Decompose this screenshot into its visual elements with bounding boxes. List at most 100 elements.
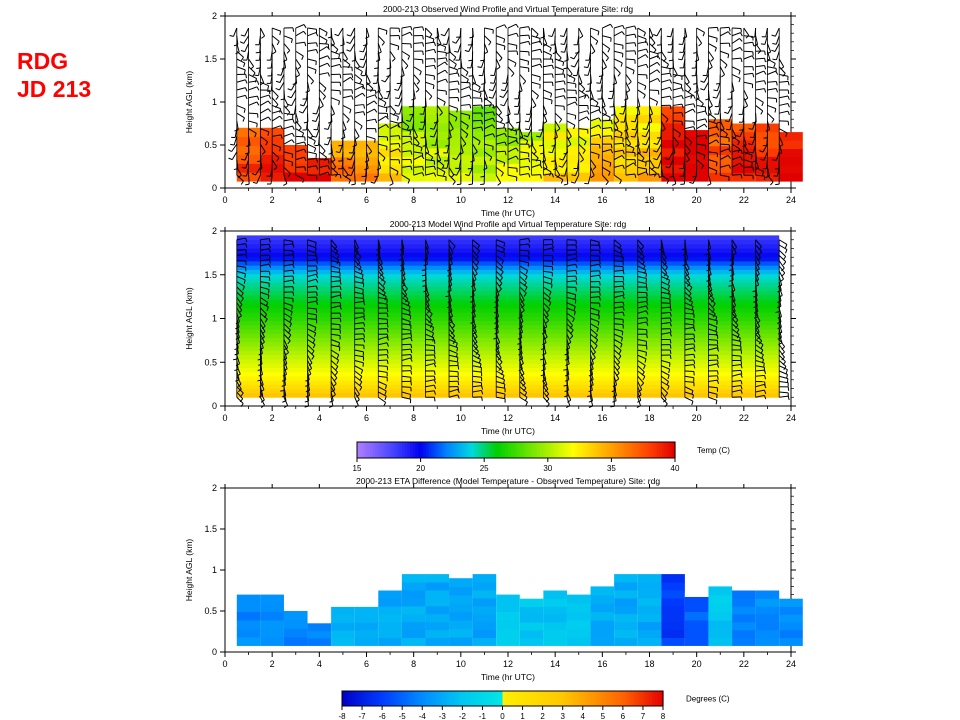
wind-barb [519,66,529,69]
observed-temp-cell [779,164,803,174]
wind-barb-flag [336,254,340,259]
wind-barb-flag [631,120,636,123]
wind-barb-flag [284,347,288,351]
wind-barb [755,166,764,172]
wind-barb [555,95,565,99]
wind-barb [319,43,329,45]
wind-barb-flag [234,129,239,132]
model-temp-band [236,375,780,381]
x-tick-label-observed: 2 [270,195,275,205]
wind-barb-flag [760,349,764,354]
wind-barb [731,318,739,326]
wind-barb [483,43,489,53]
wind-barb-flag [615,378,620,382]
wind-barb-flag [575,270,578,275]
wind-barb [684,347,694,351]
difference-cell [732,637,756,646]
wind-barb-flag [787,103,790,108]
wind-barb-flag [744,151,749,155]
wind-barb-flag [375,128,377,133]
x-tick-label-observed: 6 [364,195,369,205]
wind-barb [496,381,505,385]
wind-barb-flag [708,289,713,293]
wind-barb-flag [492,106,497,108]
wind-barb-flag [492,124,496,129]
colorbar-swatch [651,442,655,458]
wind-barb [696,35,703,44]
wind-barb [248,74,257,80]
wind-barb [543,89,552,94]
wind-barb-flag [740,389,743,394]
wind-barb [543,286,552,293]
wind-barb [283,254,293,256]
wind-barb [519,281,528,288]
wind-barb [743,27,750,36]
colorbar-swatch [561,691,565,706]
colorbar-tick-label: 0 [500,712,505,720]
difference-cell [472,574,497,583]
wind-barb-flag [787,386,790,391]
wind-barb [755,344,764,351]
wind-barb [649,69,658,75]
wind-barb-flag [535,157,539,162]
wind-barb [755,80,765,83]
wind-barb-flag [279,108,282,113]
wind-barb-flag [782,361,786,366]
difference-cell [283,619,308,629]
wind-barb-flag [639,252,644,256]
wind-barb [248,86,258,91]
y-tick-label-difference: 1.5 [204,524,217,534]
colorbar-swatch [672,442,676,458]
wind-barb [649,27,654,37]
wind-barb-flag [620,254,623,259]
wind-barb [330,305,340,309]
difference-cell [519,622,544,631]
wind-barb [590,318,600,323]
colorbar-tick-label: -2 [459,712,467,720]
wind-barb-flag [634,50,637,55]
wind-barb-flag [599,281,601,286]
wind-barb [283,323,291,331]
wind-barb [283,132,293,137]
wind-barb [731,38,740,44]
wind-barb-flag [327,62,331,67]
wind-barb-flag [608,117,611,122]
colorbar-swatch [494,691,498,706]
wind-barb [778,255,787,263]
wind-barb [307,307,317,310]
wind-barb [614,135,624,139]
wind-barb [543,64,553,68]
wind-barb [401,391,411,395]
colorbar-swatch [619,442,623,458]
wind-barb-flag [284,105,289,109]
x-tick-label-difference: 20 [692,659,702,669]
wind-barb [707,105,712,115]
wind-barb [767,87,777,91]
wind-barb [519,243,529,246]
difference-cell [755,637,780,646]
wind-barb [637,354,647,360]
model-temp-band [236,392,780,398]
wind-barb-flag [416,80,421,85]
wind-barb-flag [407,302,410,307]
wind-barb-flag [386,342,389,347]
wind-barb-flag [753,300,758,303]
difference-cell [684,603,709,613]
wind-barb-flag [314,69,317,74]
wind-barb-flag [304,405,309,408]
wind-barb [389,174,394,184]
wind-barb-flag [325,40,328,45]
wind-barb-flag [758,246,762,250]
wind-barb [472,385,482,388]
wind-barb-flag [729,279,734,282]
wind-barb [743,159,753,163]
wind-barb-flag [449,252,454,256]
wind-barb [366,135,376,140]
wind-barb [449,370,459,373]
wind-barb-flag [752,66,754,71]
difference-cell [354,637,379,646]
wind-barb [519,396,528,403]
colorbar-swatch [667,442,671,458]
wind-barb-flag [567,144,572,148]
